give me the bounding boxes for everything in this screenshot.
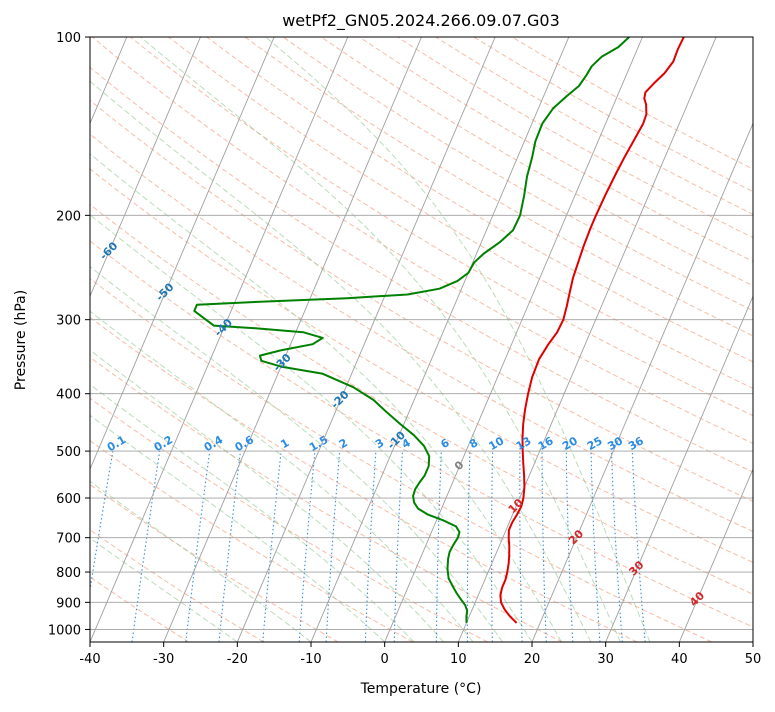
isotherm-line — [311, 37, 569, 642]
dry-adiabat-label: 30 — [627, 558, 647, 578]
dry-adiabat-label: 20 — [566, 527, 586, 547]
dry-adiabat — [0, 37, 775, 642]
y-tick-label: 800 — [56, 566, 81, 581]
moist-adiabat — [141, 37, 621, 642]
dry-adiabat — [0, 37, 775, 642]
dry-adiabat — [0, 37, 775, 642]
mixing-ratio-line — [591, 451, 600, 642]
y-tick-label: 600 — [56, 492, 81, 507]
moist-adiabat-label: -70 — [47, 183, 70, 206]
isotherm-line — [90, 37, 348, 642]
mixing-ratio-label: 4 — [400, 436, 413, 451]
mixing-ratio-line — [82, 451, 113, 642]
x-tick-label: 10 — [450, 652, 467, 667]
y-tick-label: 400 — [56, 388, 81, 403]
x-tick-label: 0 — [381, 652, 389, 667]
moist-adiabat — [0, 37, 473, 642]
isotherm-line — [237, 37, 495, 642]
y-tick-label: 200 — [56, 209, 81, 224]
dry-adiabat — [0, 37, 775, 642]
temperature-profile — [500, 37, 683, 623]
moist-adiabat-label: -80 — [0, 138, 17, 161]
isotherm-label: 0 — [452, 458, 467, 473]
moist-adiabat-label: -20 — [328, 388, 351, 411]
y-tick-label: 900 — [56, 596, 81, 611]
mixing-ratio-label: 25 — [585, 434, 605, 453]
x-axis-label: Temperature (°C) — [360, 681, 482, 697]
mixing-ratio-label: 16 — [536, 434, 556, 453]
mixing-ratio-label: 13 — [514, 434, 534, 453]
mixing-ratio-label: 20 — [560, 434, 580, 453]
mixing-ratio-line — [612, 451, 623, 642]
mixing-ratio-line — [365, 451, 376, 642]
x-tick-label: -30 — [153, 652, 174, 667]
mixing-ratio-label: 6 — [439, 436, 452, 451]
moist-adiabat-label: -60 — [97, 239, 120, 262]
dry-adiabat — [92, 37, 775, 642]
moist-adiabat — [0, 37, 532, 642]
mixing-ratio-line — [186, 451, 210, 642]
y-tick-label: 100 — [56, 31, 81, 46]
dry-adiabat — [0, 37, 562, 642]
dewpoint-profile — [194, 37, 629, 623]
dry-adiabat — [0, 37, 413, 642]
x-tick-label: -20 — [227, 652, 248, 667]
mixing-ratio-label: 2 — [337, 436, 350, 451]
dry-adiabat — [0, 37, 338, 642]
y-tick-label: 700 — [56, 532, 81, 547]
y-axis-label: Pressure (hPa) — [13, 290, 29, 390]
x-tick-label: 40 — [671, 652, 688, 667]
moist-adiabat — [0, 37, 237, 642]
moist-adiabat — [40, 37, 591, 642]
dry-adiabat — [0, 37, 488, 642]
dry-adiabat — [0, 37, 712, 642]
mixing-ratio-label: 30 — [605, 434, 625, 453]
isotherm-line — [458, 37, 716, 642]
x-tick-label: 20 — [524, 652, 541, 667]
mixing-ratio-label: 36 — [626, 434, 646, 453]
x-tick-label: 30 — [597, 652, 614, 667]
mixing-ratio-line — [219, 451, 241, 642]
moist-adiabat — [0, 37, 311, 642]
isotherm-line — [532, 37, 775, 642]
y-tick-label: 1000 — [48, 623, 81, 638]
mixing-ratio-label: 1 — [278, 436, 291, 451]
y-tick-label: 500 — [56, 445, 81, 460]
dry-adiabat — [169, 37, 775, 642]
x-tick-label: -40 — [79, 652, 100, 667]
x-tick-label: -10 — [300, 652, 321, 667]
moist-adiabat — [0, 37, 561, 642]
isotherm-line — [753, 37, 775, 642]
dry-adiabat — [283, 37, 775, 642]
moist-adiabat — [0, 37, 385, 642]
dry-adiabat-label: 40 — [687, 589, 707, 609]
x-tick-label: 50 — [745, 652, 762, 667]
plot-frame — [90, 37, 753, 642]
mixing-ratio-line — [436, 451, 441, 642]
isotherm-line — [385, 37, 643, 642]
y-tick-label: 300 — [56, 314, 81, 329]
moist-adiabat-label: -50 — [153, 280, 176, 303]
dry-adiabat — [0, 37, 264, 642]
isotherm-line — [679, 37, 775, 642]
dry-adiabat — [207, 37, 775, 642]
mixing-ratio-line — [566, 451, 573, 642]
dry-adiabat — [359, 37, 775, 642]
mixing-ratio-label: 10 — [486, 434, 506, 453]
isotherm-line — [16, 37, 274, 642]
mixing-ratio-line — [492, 451, 493, 642]
dry-adiabat — [436, 37, 775, 642]
chart-title: wetPf2_GN05.2024.266.09.07.G03 — [282, 11, 560, 31]
isotherm-line — [0, 37, 201, 642]
